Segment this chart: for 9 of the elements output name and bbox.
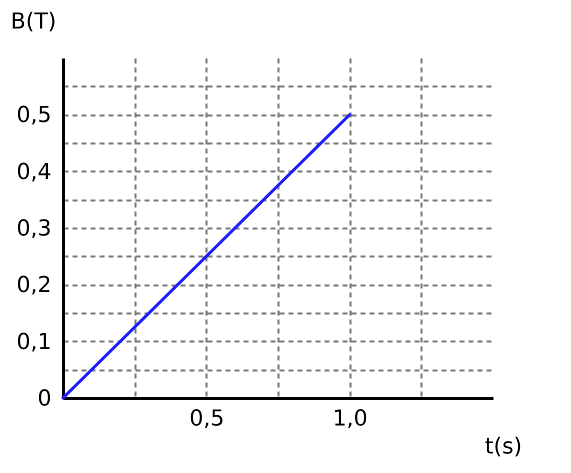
y-tick-label: 0 — [38, 386, 52, 412]
y-tick-label: 0,3 — [16, 216, 52, 242]
x-tick-label: 1,0 — [332, 406, 368, 432]
y-tick-label: 0,2 — [16, 273, 52, 298]
y-axis-title: B(T) — [10, 10, 56, 34]
y-tick-label: 0,5 — [16, 103, 52, 128]
x-axis-title: t(s) — [484, 434, 522, 460]
y-tick-label: 0,1 — [16, 330, 52, 355]
y-tick-label: 0,4 — [16, 160, 52, 185]
